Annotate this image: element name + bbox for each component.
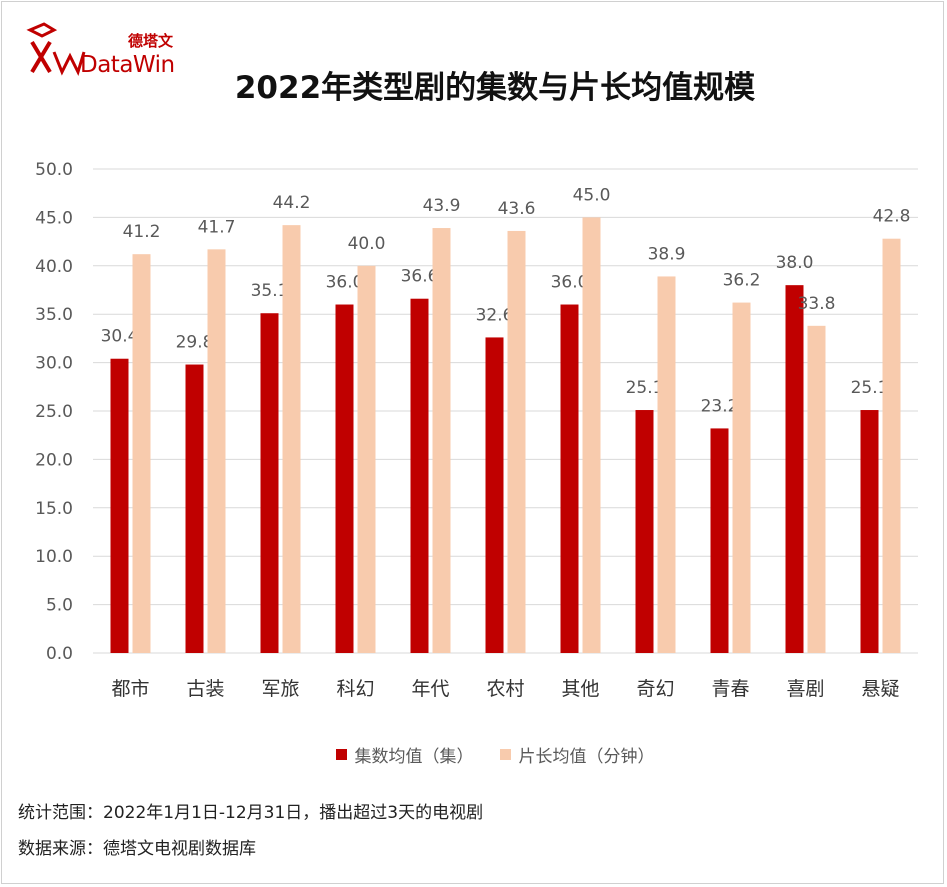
data-label-episodes: 36.0 (326, 273, 364, 293)
bar-duration (657, 276, 676, 653)
data-label-episodes: 25.1 (626, 378, 664, 398)
y-tick-label: 35.0 (35, 305, 73, 325)
bar-episodes (785, 285, 804, 653)
data-label-duration: 44.2 (273, 193, 311, 213)
x-tick-label: 悬疑 (861, 678, 899, 700)
footnote-source: 数据来源：德塔文电视剧数据库 (18, 839, 256, 859)
bar-episodes (635, 410, 654, 653)
x-tick-label: 喜剧 (786, 678, 824, 700)
x-tick-label: 科幻 (336, 678, 374, 700)
bar-duration (207, 249, 226, 653)
bar-duration (507, 230, 526, 653)
chart-legend: 集数均值（集） 片长均值（分钟） (0, 742, 947, 767)
legend-item-episodes: 集数均值（集） (335, 742, 474, 767)
y-tick-label: 15.0 (35, 499, 73, 519)
data-label-duration: 41.2 (123, 222, 161, 242)
y-tick-label: 40.0 (35, 257, 73, 277)
data-label-episodes: 36.0 (551, 273, 589, 293)
x-tick-label: 年代 (411, 678, 449, 700)
data-label-duration: 43.6 (498, 199, 536, 219)
bar-duration (732, 302, 751, 653)
bar-episodes (410, 298, 429, 653)
bar-episodes (860, 410, 879, 653)
bar-episodes (260, 313, 279, 653)
data-label-episodes: 25.1 (851, 378, 889, 398)
bar-episodes (185, 364, 204, 653)
bar-duration (432, 228, 451, 653)
data-label-episodes: 32.6 (476, 305, 514, 325)
legend-swatch-duration (499, 749, 511, 760)
bar-chart: 0.0 5.0 10.0 15.0 20.0 25.0 30.0 35.0 40.0 45.0 50… (35, 160, 918, 700)
logo-english-text: DataWin (80, 52, 175, 78)
x-tick-label: 其他 (561, 678, 599, 700)
y-tick-label: 25.0 (35, 402, 73, 422)
x-tick-label: 奇幻 (636, 678, 674, 700)
data-label-duration: 33.8 (798, 294, 836, 314)
data-label-duration: 40.0 (348, 234, 386, 254)
bar-duration (282, 225, 301, 654)
data-label-episodes: 29.8 (176, 333, 214, 353)
datawin-logo-icon (26, 22, 86, 77)
y-tick-label: 20.0 (35, 450, 73, 470)
logo-chinese-text: 德塔文 (128, 32, 174, 50)
data-label-duration: 41.7 (198, 217, 236, 237)
data-label-duration: 43.9 (423, 196, 461, 216)
x-tick-label: 农村 (486, 678, 524, 700)
y-tick-label: 5.0 (46, 596, 73, 616)
bar-duration (132, 254, 151, 653)
x-tick-label: 都市 (111, 678, 149, 700)
data-label-episodes: 38.0 (776, 253, 814, 273)
data-label-episodes: 30.4 (101, 327, 139, 347)
x-tick-label: 军旅 (261, 678, 299, 700)
bar-episodes (485, 337, 504, 653)
data-label-duration: 36.2 (723, 271, 761, 291)
y-tick-label: 30.0 (35, 354, 73, 374)
chart-title: 2022年类型剧的集数与片长均值规模 (234, 70, 756, 106)
y-tick-label: 50.0 (35, 160, 73, 180)
legend-label-duration: 片长均值（分钟） (518, 747, 655, 767)
bar-duration (582, 217, 601, 653)
bar-episodes (560, 304, 579, 653)
bar-episodes (710, 428, 729, 653)
data-label-duration: 38.9 (648, 244, 686, 264)
legend-label-episodes: 集数均值（集） (354, 747, 474, 767)
footnote-scope: 统计范围：2022年1月1日-12月31日，播出超过3天的电视剧 (18, 803, 484, 823)
legend-swatch-episodes (335, 749, 347, 760)
legend-item-duration: 片长均值（分钟） (499, 742, 655, 767)
y-tick-label: 10.0 (35, 547, 73, 567)
data-label-duration: 45.0 (573, 185, 611, 205)
x-tick-label: 青春 (711, 678, 749, 700)
bar-duration (357, 265, 376, 653)
y-tick-label: 45.0 (35, 208, 73, 228)
bar-episodes (335, 304, 354, 653)
x-tick-label: 古装 (186, 678, 224, 700)
y-tick-label: 0.0 (46, 644, 73, 664)
data-label-duration: 42.8 (873, 207, 911, 227)
bar-duration (807, 325, 826, 653)
data-label-episodes: 23.2 (701, 396, 739, 416)
data-label-episodes: 36.6 (401, 267, 439, 287)
bar-duration (882, 238, 901, 654)
bar-episodes (110, 358, 129, 653)
data-label-episodes: 35.1 (251, 281, 289, 301)
